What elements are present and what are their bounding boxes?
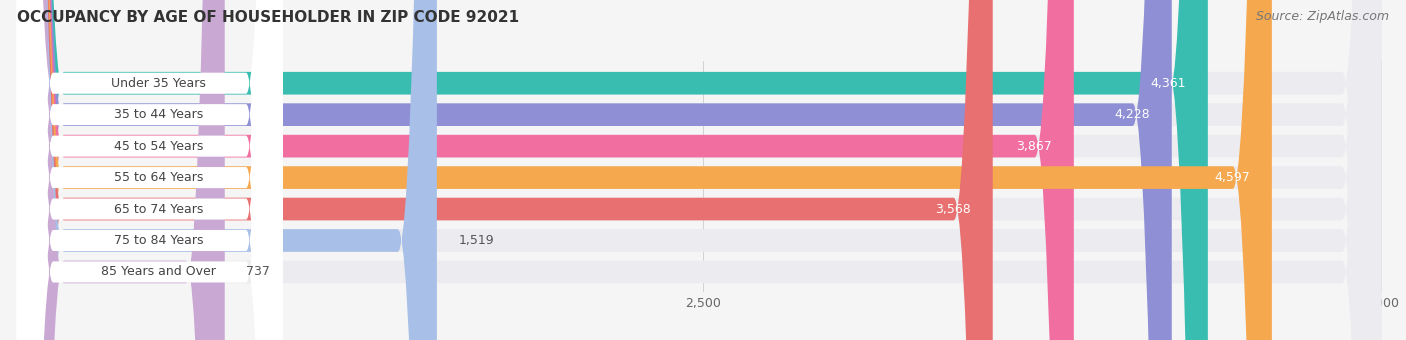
FancyBboxPatch shape bbox=[25, 0, 1208, 340]
FancyBboxPatch shape bbox=[25, 0, 1171, 340]
FancyBboxPatch shape bbox=[17, 0, 283, 340]
FancyBboxPatch shape bbox=[25, 0, 1381, 340]
FancyBboxPatch shape bbox=[25, 0, 1381, 340]
Text: 3,568: 3,568 bbox=[935, 203, 972, 216]
FancyBboxPatch shape bbox=[25, 0, 1381, 340]
FancyBboxPatch shape bbox=[17, 0, 283, 340]
FancyBboxPatch shape bbox=[25, 0, 1381, 340]
FancyBboxPatch shape bbox=[25, 0, 1381, 340]
Text: 45 to 54 Years: 45 to 54 Years bbox=[114, 140, 204, 153]
FancyBboxPatch shape bbox=[17, 0, 283, 340]
Text: 737: 737 bbox=[246, 266, 270, 278]
Text: Under 35 Years: Under 35 Years bbox=[111, 77, 207, 90]
Text: 85 Years and Over: 85 Years and Over bbox=[101, 266, 217, 278]
Text: 55 to 64 Years: 55 to 64 Years bbox=[114, 171, 204, 184]
FancyBboxPatch shape bbox=[25, 0, 1381, 340]
FancyBboxPatch shape bbox=[25, 0, 1381, 340]
FancyBboxPatch shape bbox=[25, 0, 1272, 340]
Text: 65 to 74 Years: 65 to 74 Years bbox=[114, 203, 204, 216]
FancyBboxPatch shape bbox=[25, 0, 1074, 340]
Text: 4,228: 4,228 bbox=[1115, 108, 1150, 121]
FancyBboxPatch shape bbox=[17, 0, 283, 340]
Text: 4,597: 4,597 bbox=[1215, 171, 1250, 184]
Text: 35 to 44 Years: 35 to 44 Years bbox=[114, 108, 204, 121]
Text: 75 to 84 Years: 75 to 84 Years bbox=[114, 234, 204, 247]
Text: OCCUPANCY BY AGE OF HOUSEHOLDER IN ZIP CODE 92021: OCCUPANCY BY AGE OF HOUSEHOLDER IN ZIP C… bbox=[17, 10, 519, 25]
FancyBboxPatch shape bbox=[25, 0, 993, 340]
FancyBboxPatch shape bbox=[17, 0, 283, 340]
Text: 4,361: 4,361 bbox=[1150, 77, 1187, 90]
FancyBboxPatch shape bbox=[17, 0, 283, 340]
Text: 1,519: 1,519 bbox=[458, 234, 494, 247]
Text: Source: ZipAtlas.com: Source: ZipAtlas.com bbox=[1256, 10, 1389, 23]
FancyBboxPatch shape bbox=[25, 0, 437, 340]
FancyBboxPatch shape bbox=[17, 0, 283, 340]
Text: 3,867: 3,867 bbox=[1017, 140, 1052, 153]
FancyBboxPatch shape bbox=[25, 0, 225, 340]
